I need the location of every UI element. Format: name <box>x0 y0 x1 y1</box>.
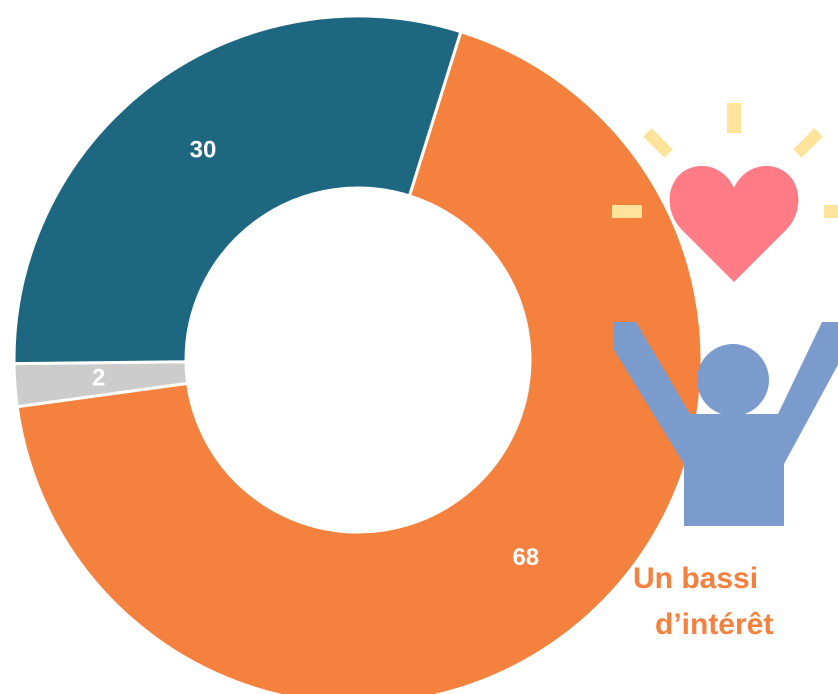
data-label: 2 <box>92 364 105 391</box>
ray <box>824 205 838 218</box>
annotation: Un bassi <box>633 562 758 595</box>
ray <box>793 128 823 158</box>
slice <box>15 29 704 694</box>
ray <box>727 103 741 133</box>
slice <box>12 14 463 366</box>
body <box>614 322 838 526</box>
heart <box>669 165 799 282</box>
annotation: d’intérêt <box>655 608 773 641</box>
head <box>697 344 769 416</box>
ray <box>612 205 642 218</box>
data-label: 30 <box>190 137 217 164</box>
data-label: 68 <box>512 544 539 571</box>
ray <box>643 128 673 158</box>
icon <box>612 103 838 526</box>
